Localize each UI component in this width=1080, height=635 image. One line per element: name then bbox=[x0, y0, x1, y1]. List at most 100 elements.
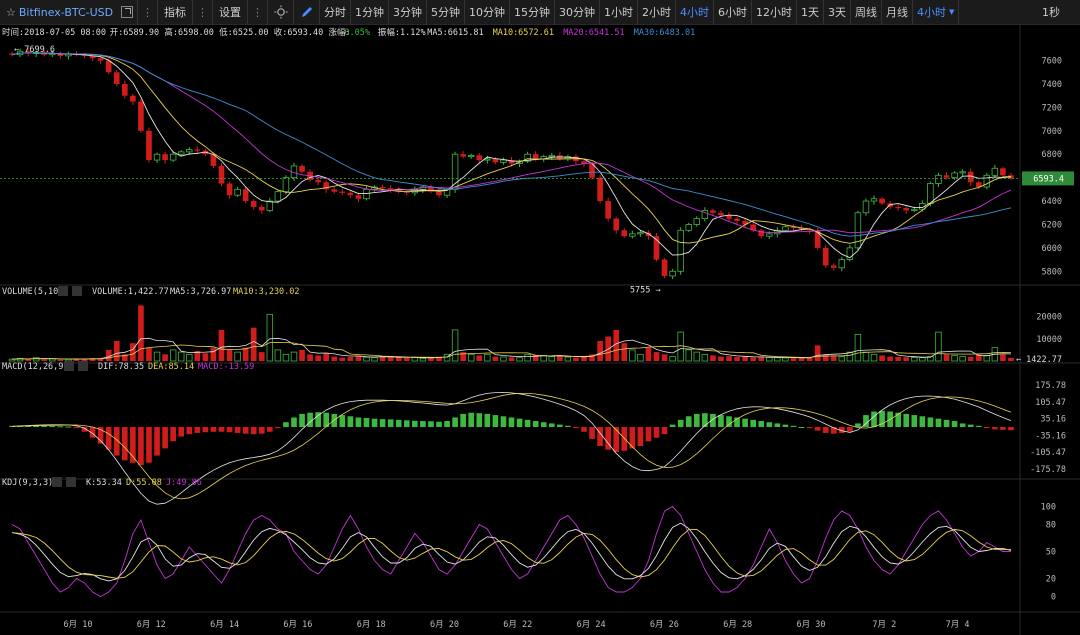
volume-bar bbox=[25, 359, 31, 361]
period-dropdown-label: 4小时 bbox=[917, 6, 946, 19]
macd-bar bbox=[468, 412, 475, 427]
macd-bar bbox=[484, 413, 491, 427]
volume-bar bbox=[806, 357, 813, 361]
kdj-axis-label: 20 bbox=[1046, 575, 1056, 585]
candle-body bbox=[323, 182, 330, 190]
macd-bar bbox=[919, 416, 926, 427]
theme-toggle-icon[interactable] bbox=[268, 0, 294, 25]
period-tab[interactable]: 月线 bbox=[882, 0, 913, 25]
info-open: 开:6589.90 bbox=[110, 28, 159, 38]
macd-bar bbox=[403, 420, 410, 427]
popout-icon[interactable] bbox=[121, 6, 133, 18]
candle-body bbox=[492, 158, 499, 163]
candle-body bbox=[581, 161, 587, 164]
period-tab[interactable]: 3天 bbox=[824, 0, 851, 25]
candle-body bbox=[403, 191, 410, 193]
macd-bar bbox=[557, 424, 563, 427]
candle-body bbox=[258, 206, 265, 211]
macd-bar bbox=[428, 421, 434, 427]
macd-bar bbox=[983, 427, 990, 429]
ma30-line bbox=[11, 52, 1012, 237]
drag-handle-icon[interactable]: ⋮ bbox=[193, 0, 213, 25]
volume-bar bbox=[645, 347, 652, 361]
period-tab[interactable]: 周线 bbox=[851, 0, 882, 25]
macd-bar bbox=[210, 427, 217, 432]
macd-bar bbox=[138, 427, 144, 466]
symbol-selector[interactable]: ☆ Bitfinex-BTC-USD bbox=[0, 0, 138, 25]
period-tab[interactable]: 1天 bbox=[797, 0, 824, 25]
candle-body bbox=[468, 154, 475, 157]
period-tab[interactable]: 1小时 bbox=[600, 0, 638, 25]
candle-body bbox=[347, 192, 354, 196]
info-change_val: 0.05% bbox=[344, 28, 370, 38]
info-close: 收:6593.40 bbox=[274, 27, 323, 38]
volume-bar bbox=[121, 354, 128, 361]
volume-bar bbox=[146, 347, 152, 361]
period-tab[interactable]: 分时 bbox=[320, 0, 351, 25]
macd-bar bbox=[782, 424, 789, 427]
price-axis-label: 6200 bbox=[1042, 220, 1062, 230]
candle-body bbox=[677, 229, 684, 272]
period-tab[interactable]: 12小时 bbox=[752, 0, 797, 25]
volume-bar bbox=[693, 351, 701, 362]
candle-body bbox=[379, 187, 386, 189]
candle-body bbox=[508, 160, 515, 164]
candle-body bbox=[814, 230, 821, 248]
macd-bar bbox=[548, 423, 555, 427]
drag-handle-icon[interactable]: ⋮ bbox=[248, 0, 268, 25]
macd-bar bbox=[460, 413, 466, 427]
candle-body bbox=[130, 95, 136, 102]
period-tab[interactable]: 3分钟 bbox=[389, 0, 427, 25]
period-tab[interactable]: 15分钟 bbox=[510, 0, 555, 25]
candle-body bbox=[146, 130, 152, 161]
period-tab[interactable]: 5分钟 bbox=[427, 0, 465, 25]
macd-bar bbox=[830, 427, 837, 434]
macd-bar bbox=[97, 427, 104, 444]
settings-button[interactable]: 设置 bbox=[213, 0, 248, 25]
candle-body bbox=[113, 72, 120, 84]
volume-bar bbox=[169, 349, 177, 362]
macd-bar bbox=[702, 413, 708, 427]
candle-body bbox=[895, 206, 902, 209]
macd-bar bbox=[589, 427, 595, 439]
volume-bar bbox=[589, 354, 595, 361]
volume-bar bbox=[524, 353, 531, 362]
volume-bar bbox=[862, 351, 870, 362]
kdj-axis-label: 50 bbox=[1046, 548, 1056, 558]
volume-bar bbox=[798, 358, 805, 361]
candle-body bbox=[782, 226, 789, 231]
settings-icon bbox=[64, 361, 74, 371]
indicators-button[interactable]: 指标 bbox=[158, 0, 193, 25]
draw-pen-icon[interactable] bbox=[294, 0, 320, 25]
chart-area[interactable]: 时间:2018-07-05 08:00 开:6589.90 高:6598.00 低:6… bbox=[0, 25, 1080, 635]
volume-bar bbox=[710, 355, 716, 361]
macd-dif-line bbox=[11, 391, 1012, 505]
macd-bar bbox=[162, 427, 168, 449]
period-tab[interactable]: 30分钟 bbox=[555, 0, 600, 25]
star-icon[interactable]: ☆ bbox=[6, 5, 16, 19]
period-tab[interactable]: 6小时 bbox=[714, 0, 752, 25]
period-tab[interactable]: 10分钟 bbox=[465, 0, 510, 25]
macd-axis-label: -175.78 bbox=[1030, 465, 1066, 475]
candle-body bbox=[500, 159, 507, 163]
candle-body bbox=[89, 55, 96, 59]
drag-handle-icon[interactable]: ⋮ bbox=[138, 0, 158, 25]
price-axis-label: 6800 bbox=[1042, 150, 1062, 160]
high-mark: ← 7699.6 bbox=[14, 45, 55, 55]
candle-body bbox=[9, 53, 15, 55]
volume-bar bbox=[766, 357, 773, 362]
period-tab[interactable]: 4小时 bbox=[676, 0, 714, 25]
period-tab[interactable]: 2小时 bbox=[638, 0, 676, 25]
volume-bar bbox=[548, 356, 555, 362]
candle-body bbox=[943, 175, 950, 178]
macd-bar bbox=[178, 427, 185, 437]
macd-bar bbox=[323, 412, 330, 427]
macd-bar bbox=[951, 421, 958, 427]
info-change: 涨幅: bbox=[329, 27, 351, 38]
volume-bar bbox=[726, 356, 732, 361]
macd-bar bbox=[81, 427, 88, 432]
refresh-rate[interactable]: 1秒 bbox=[1042, 6, 1060, 19]
price-axis-label: 6400 bbox=[1042, 197, 1062, 207]
period-dropdown[interactable]: 4小时 ▼ bbox=[913, 0, 960, 25]
period-tab[interactable]: 1分钟 bbox=[351, 0, 389, 25]
